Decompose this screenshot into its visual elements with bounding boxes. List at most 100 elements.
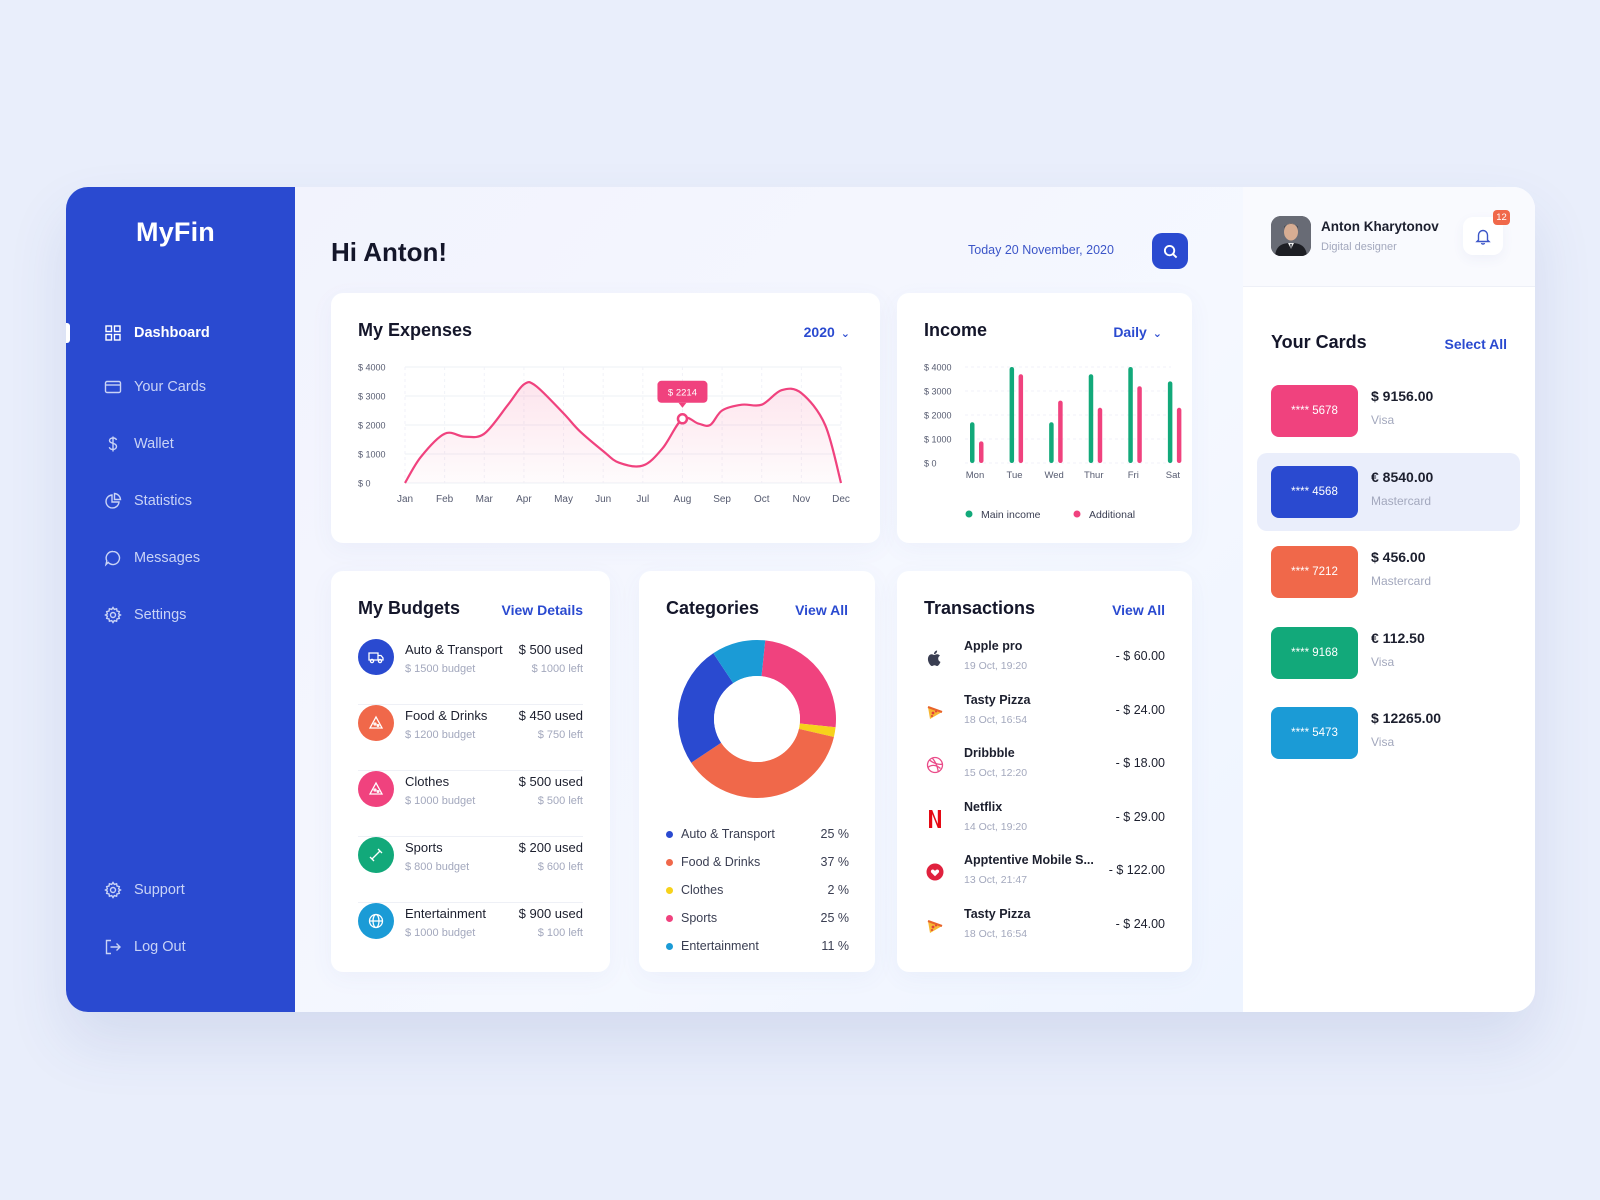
pizza-icon [924,915,946,937]
legend-dot [666,915,673,923]
select-all-link[interactable]: Select All [1444,336,1507,352]
card-thumbnail: **** 4568 [1271,465,1358,518]
legend-dot [666,859,673,867]
x-tick-label: Thur [1084,470,1104,481]
budget-total: $ 1200 budget [405,729,476,741]
x-tick-label: Dec [832,494,850,505]
card-thumbnail: **** 5473 [1271,707,1358,759]
budget-row[interactable]: Clothes $ 1000 budget $ 500 used $ 500 left [358,771,583,837]
budget-used: $ 500 used [518,774,583,789]
x-tick-label: Jan [397,494,413,505]
transaction-amount: - $ 29.00 [1115,809,1165,824]
card-type: Visa [1371,654,1395,669]
card-row[interactable]: **** 9168 € 112.50 Visa [1257,614,1520,692]
sidebar-item-settings[interactable]: Settings [104,606,186,624]
legend-percent: 25 % [820,911,850,925]
expenses-year-dropdown[interactable]: 2020 ⌄ [804,324,850,340]
sidebar-item-messages[interactable]: Messages [104,549,200,567]
y-tick-label: $ 1000 [358,450,386,460]
transactions-view-all-link[interactable]: View All [1112,602,1165,618]
x-tick-label: Nov [792,494,810,505]
y-tick-label: $ 3000 [358,392,386,402]
card-balance: € 8540.00 [1371,468,1434,485]
budget-total: $ 1000 budget [405,795,476,807]
transaction-row[interactable]: Tasty Pizza 18 Oct, 16:54 - $ 24.00 [924,907,1165,951]
sidebar-item-label: Wallet [134,436,174,452]
sidebar-item-dashboard[interactable]: Dashboard [104,324,210,342]
view-details-link[interactable]: View Details [501,602,583,618]
card-row[interactable]: **** 5678 $ 9156.00 Visa [1257,372,1520,450]
y-tick-label: $ 0 [358,479,371,489]
card-balance: $ 12265.00 [1371,710,1442,726]
legend-item: Sports 25 % [666,911,849,925]
legend-label: Clothes [681,883,724,897]
legend-label: Sports [681,911,718,925]
user-role: Digital designer [1321,241,1397,253]
income-bar-main-income [1167,381,1173,463]
sidebar-item-label: Statistics [134,493,193,509]
budget-row[interactable]: Sports $ 800 budget $ 200 used $ 600 left [358,837,583,903]
sidebar-item-log-out[interactable]: Log Out [104,938,186,956]
donut-slice-food-drinks [691,728,834,798]
legend-swatch [1073,510,1081,518]
card-row[interactable]: **** 5473 $ 12265.00 Visa [1257,694,1520,772]
card-balance: $ 456.00 [1371,549,1426,565]
x-tick-label: Mon [966,470,984,481]
x-tick-label: Sat [1166,470,1181,481]
transaction-amount: - $ 122.00 [1108,863,1165,877]
income-bar-main-income [1088,374,1094,463]
x-tick-label: May [554,494,573,505]
income-bar-main-income [970,422,975,463]
card-thumbnail: **** 7212 [1271,546,1358,598]
donut-slice-sports [761,640,836,728]
budgets-title: My Budgets [358,598,461,618]
transaction-row[interactable]: Apple pro 19 Oct, 19:20 - $ 60.00 [924,639,1165,683]
card-row[interactable]: **** 4568 € 8540.00 Mastercard [1257,452,1520,531]
transaction-amount: - $ 18.00 [1115,756,1165,770]
budget-used: $ 500 used [518,642,583,657]
budget-row[interactable]: Food & Drinks $ 1200 budget $ 450 used $ 75… [358,705,583,771]
categories-title: Categories [666,598,760,618]
y-tick-label: $ 0 [924,459,937,469]
expenses-area [405,382,841,483]
sidebar-item-support[interactable]: Support [104,881,185,899]
categories-view-all-link[interactable]: View All [795,602,848,618]
sidebar-item-label: Settings [134,607,187,623]
transaction-row[interactable]: Netflix 14 Oct, 19:20 - $ 29.00 [924,800,1165,844]
y-tick-label: $ 3000 [924,387,952,397]
income-bar-additional [1137,386,1142,463]
transaction-row[interactable]: Dribbble 15 Oct, 12:20 - $ 18.00 [924,746,1165,790]
search-button[interactable] [1152,233,1188,269]
sidebar-item-label: Dashboard [134,325,210,341]
legend-item: Food & Drinks 37 % [666,855,849,869]
transaction-row[interactable]: Tasty Pizza 18 Oct, 16:54 - $ 24.00 [924,693,1165,737]
budget-row[interactable]: Entertainment $ 1000 budget $ 900 used $ 10… [358,903,583,969]
today-date: Today 20 November, 2020 [968,243,1114,257]
sidebar-item-statistics[interactable]: Statistics [104,492,192,510]
transaction-amount: - $ 24.00 [1115,916,1165,931]
transaction-row[interactable]: Apptentive Mobile S... 13 Oct, 21:47 - $ 1… [924,853,1165,897]
donut-slice-entertainment [713,640,766,684]
sidebar-item-wallet[interactable]: Wallet [104,435,174,453]
card-row[interactable]: **** 7212 $ 456.00 Mastercard [1257,533,1520,611]
card-balance: € 112.50 [1371,629,1425,646]
budget-row[interactable]: Auto & Transport $ 1500 budget $ 500 used $… [358,639,583,705]
transaction-date: 19 Oct, 19:20 [964,660,1028,672]
apptentive-icon [924,861,946,883]
income-period-dropdown[interactable]: Daily ⌄ [1113,324,1162,340]
sidebar-item-label: Log Out [134,939,186,955]
legend-label: Additional [1089,509,1135,521]
categories-donut-chart [678,640,836,798]
income-period-value: Daily [1113,324,1147,340]
income-bar-additional [1058,400,1063,463]
netflix-icon [924,808,946,830]
your-cards-title: Your Cards [1271,332,1367,352]
legend-label: Food & Drinks [681,855,761,869]
income-bar-additional [1176,407,1182,463]
transaction-name: Tasty Pizza [964,906,1031,921]
transaction-name: Apple pro [964,639,1023,653]
sidebar-item-your-cards[interactable]: Your Cards [104,378,206,396]
transaction-date: 18 Oct, 16:54 [964,713,1028,726]
legend-item: Clothes 2 % [666,883,849,897]
avatar[interactable] [1271,216,1311,256]
